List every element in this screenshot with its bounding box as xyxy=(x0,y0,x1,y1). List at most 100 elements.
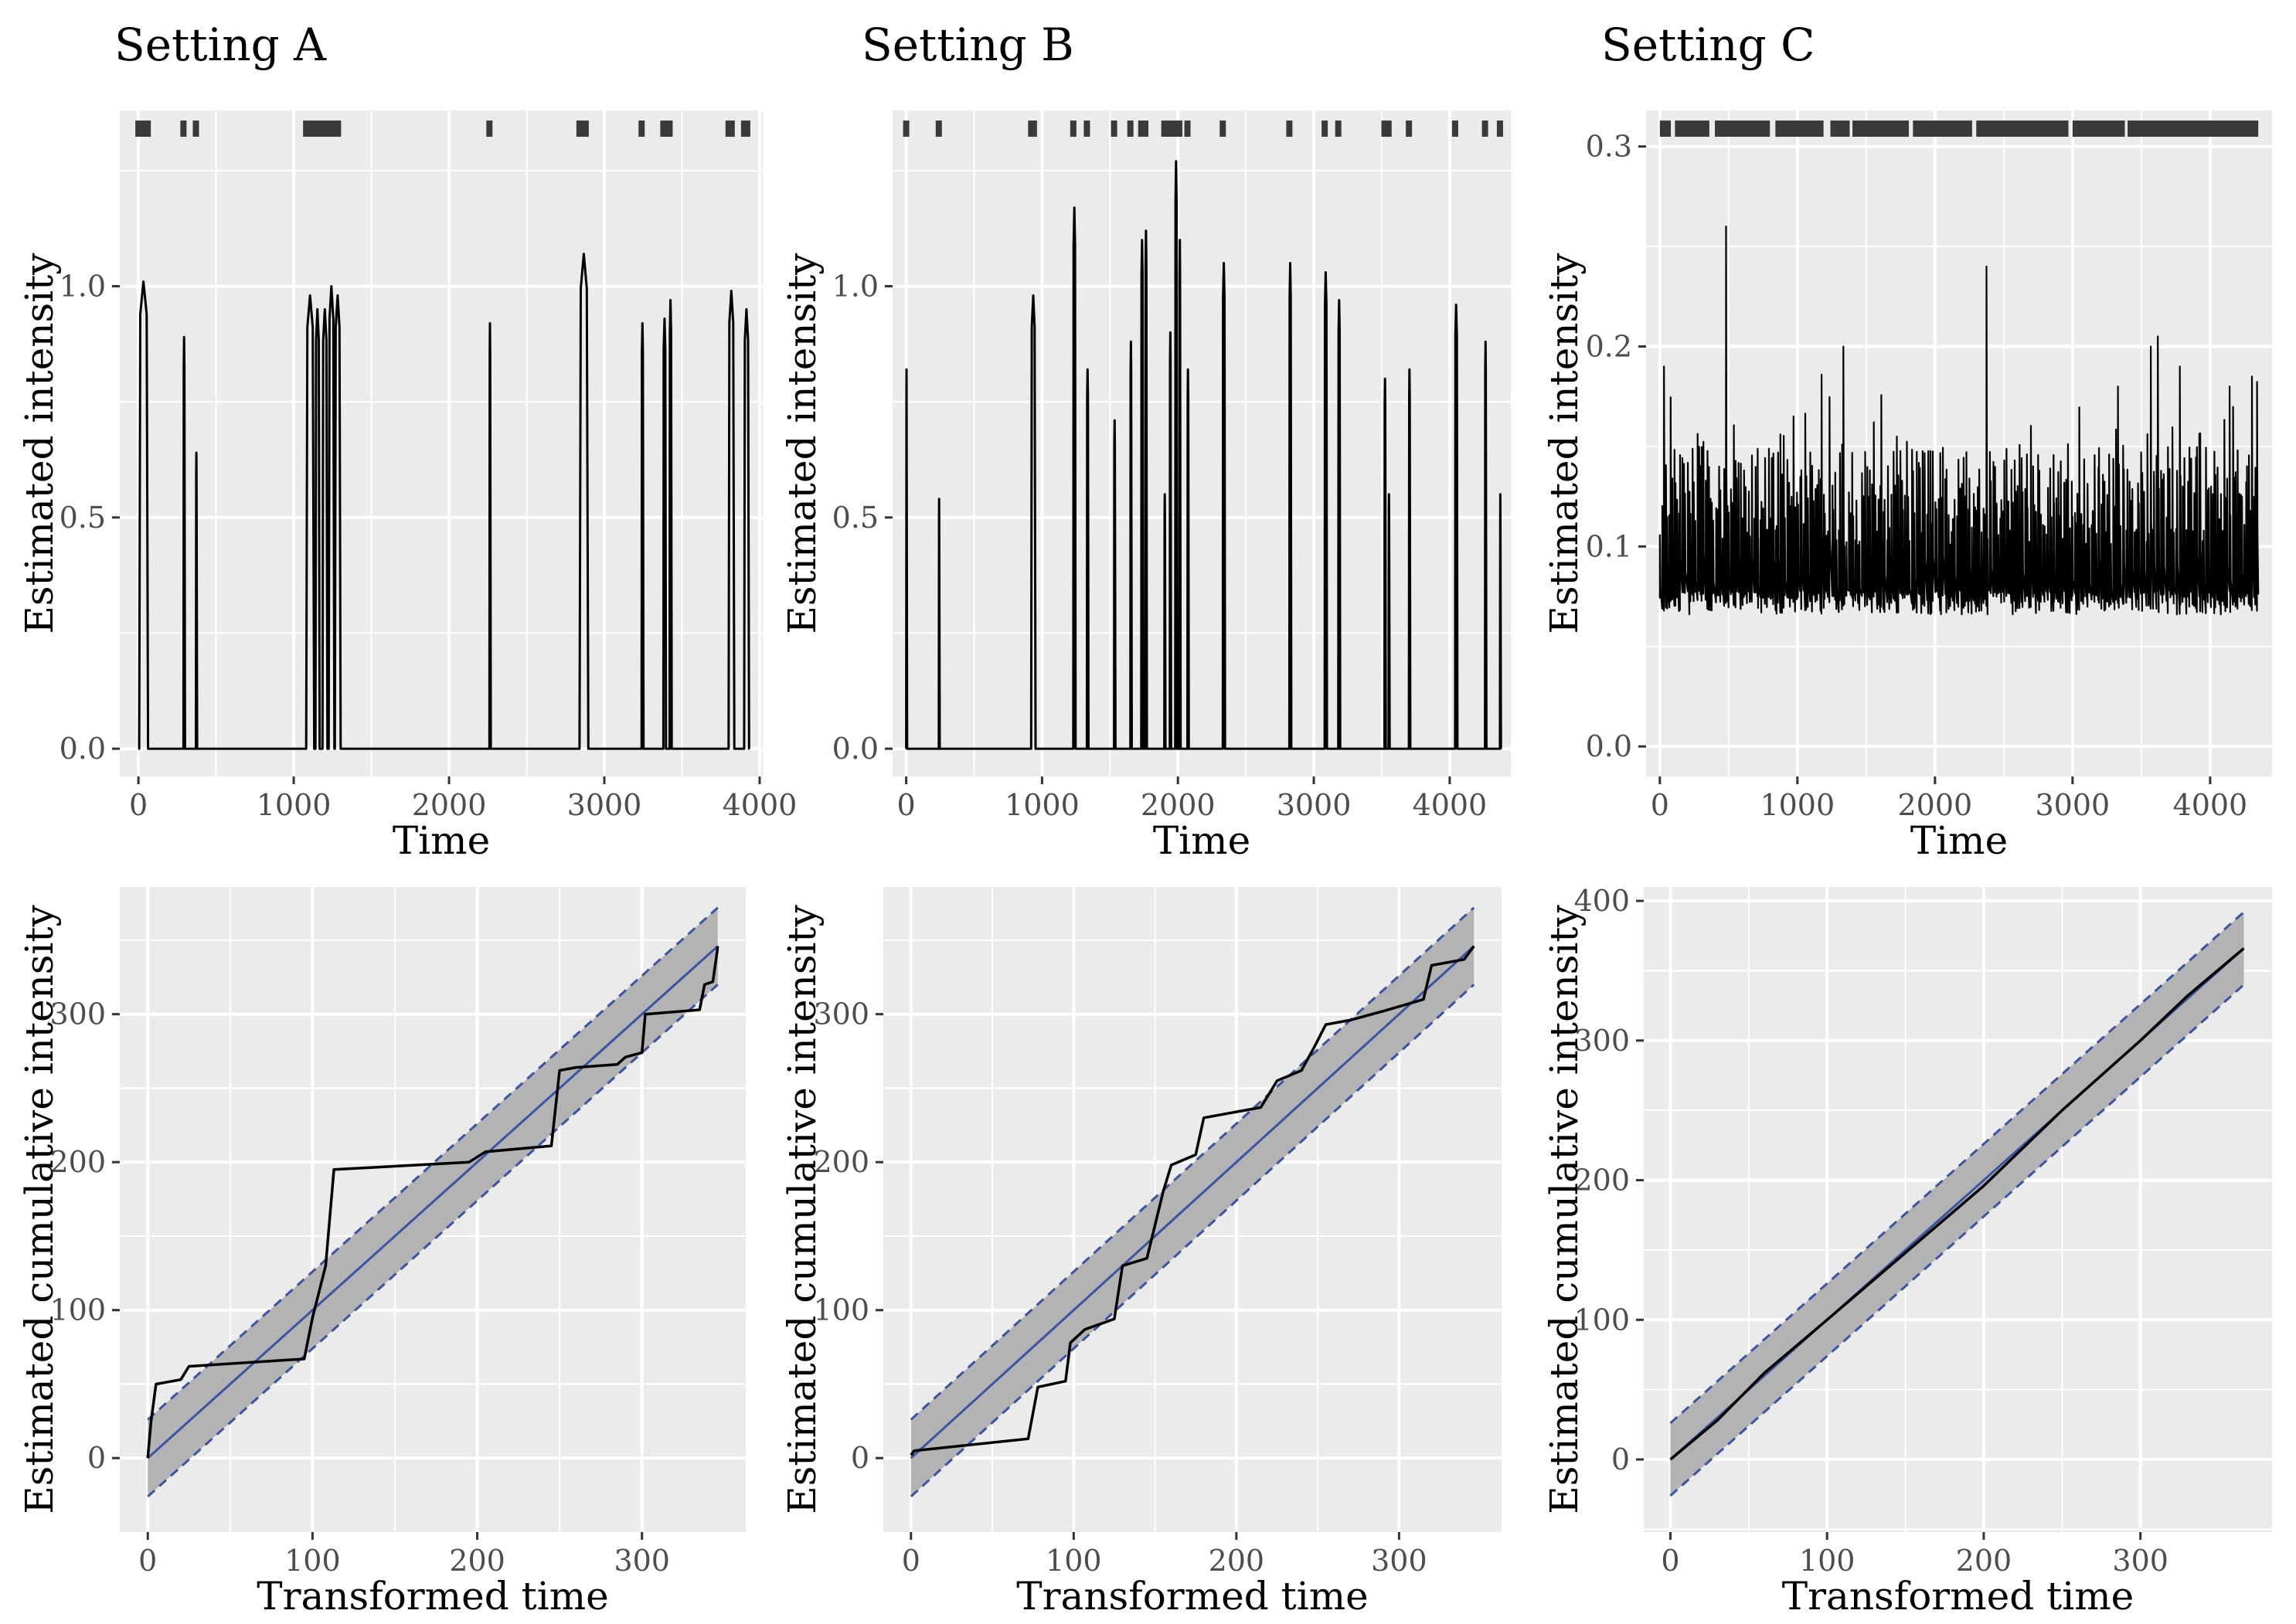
y-tick-label: 100 xyxy=(49,1293,106,1327)
rug-tick xyxy=(728,121,735,137)
rug-tick xyxy=(322,121,329,137)
x-tick-label: 1000 xyxy=(1005,788,1080,822)
y-tick-label: 0.0 xyxy=(832,732,879,766)
y-tick-label: 0.2 xyxy=(1586,329,1632,363)
band-upper-bound xyxy=(910,906,1475,1421)
panel-C-intensity: 0 1000 2000 3000 4000 0.0 0.1 0.2 0.3 Time Estimat… xyxy=(1542,19,2272,863)
x-tick-label: 4000 xyxy=(723,788,798,822)
panel-background xyxy=(893,110,1511,776)
rug-tick xyxy=(1142,121,1149,137)
axes: 0 100 200 300 0 100 200 300 xyxy=(813,997,1427,1578)
x-tick-label: 300 xyxy=(2112,1544,2168,1578)
rug-tick xyxy=(1184,121,1191,137)
y-tick-label: 0.5 xyxy=(60,501,106,535)
y-axis-title: Estimated intensity xyxy=(780,253,825,634)
y-axis-title: Estimated cumulative intensity xyxy=(1542,904,1587,1514)
panel-title: Setting A xyxy=(114,19,327,71)
rug-tick xyxy=(1335,121,1342,137)
rug-tick xyxy=(1913,121,1972,137)
rug-tick xyxy=(666,121,673,137)
x-tick-label: 0 xyxy=(1651,788,1669,822)
x-tick-label: 200 xyxy=(449,1544,505,1578)
band-upper-bound xyxy=(147,906,719,1421)
rug-tick xyxy=(303,121,310,137)
rug-tick xyxy=(1219,121,1226,137)
axes: 0 100 200 300 0 100 200 300 400 xyxy=(1573,884,2168,1578)
y-tick-label: 0.0 xyxy=(1586,729,1632,763)
y-tick-label: 400 xyxy=(1573,884,1630,918)
rug-tick xyxy=(1111,121,1117,137)
x-tick-label: 300 xyxy=(1371,1544,1427,1578)
rug-tick xyxy=(743,121,750,137)
rug-tick xyxy=(1852,121,1910,137)
rug-tick xyxy=(332,121,338,137)
x-axis-title: Time xyxy=(1153,818,1250,863)
y-tick-label: 0.1 xyxy=(1586,529,1632,563)
rug-tick xyxy=(1175,121,1182,137)
identity-line xyxy=(910,945,1475,1459)
x-tick-label: 200 xyxy=(1209,1544,1265,1578)
rug-tick xyxy=(180,121,187,137)
rug-tick xyxy=(325,121,332,137)
x-axis-title: Time xyxy=(1910,818,2008,863)
rug-tick xyxy=(309,121,316,137)
rug-tick xyxy=(1385,121,1392,137)
rug-tick xyxy=(1381,121,1388,137)
rug-tick xyxy=(576,121,583,137)
event-rug xyxy=(903,121,1503,137)
intensity-line xyxy=(1658,226,2260,616)
y-tick-label: 100 xyxy=(1573,1303,1630,1337)
x-tick-label: 4000 xyxy=(1413,788,1488,822)
y-axis-title: Estimated intensity xyxy=(1542,253,1587,634)
x-axis-title: Transformed time xyxy=(1016,1574,1368,1619)
y-tick-label: 0.0 xyxy=(60,732,106,766)
rug-tick xyxy=(1406,121,1413,137)
panel-A-intensity: 0 1000 2000 3000 4000 0.0 0.5 1.0 Time Estimated … xyxy=(17,19,797,863)
x-axis-title: Transformed time xyxy=(257,1574,608,1619)
rug-tick xyxy=(903,121,910,137)
x-tick-label: 100 xyxy=(1046,1544,1102,1578)
axes: 0 1000 2000 3000 4000 0.0 0.5 1.0 xyxy=(832,269,1488,822)
rug-tick xyxy=(1675,121,1709,137)
rug-tick xyxy=(725,121,732,137)
rug-tick xyxy=(1172,121,1179,137)
y-tick-label: 0 xyxy=(851,1441,869,1475)
rug-tick xyxy=(145,121,151,137)
y-tick-label: 200 xyxy=(1573,1164,1630,1198)
identity-line xyxy=(147,945,719,1459)
rug-tick xyxy=(1976,121,2069,137)
rug-tick xyxy=(638,121,645,137)
y-axis-title: Estimated cumulative intensity xyxy=(780,904,825,1514)
rug-tick xyxy=(2072,121,2125,137)
y-tick-label: 300 xyxy=(49,997,106,1031)
x-tick-label: 2000 xyxy=(1897,788,1972,822)
cumulative-intensity-line xyxy=(910,945,1475,1456)
rug-tick xyxy=(1083,121,1090,137)
rug-tick xyxy=(935,121,942,137)
plot-area xyxy=(910,906,1475,1498)
rug-tick xyxy=(1161,121,1168,137)
minor-gridlines xyxy=(1644,887,2272,1532)
y-tick-label: 300 xyxy=(1573,1024,1630,1058)
major-gridlines xyxy=(120,110,763,776)
plot-area xyxy=(146,906,719,1498)
rug-tick xyxy=(1321,121,1328,137)
y-tick-label: 200 xyxy=(813,1145,869,1179)
cumulative-intensity-line xyxy=(146,946,719,1459)
event-rug xyxy=(1659,121,2259,137)
x-tick-label: 0 xyxy=(902,1544,920,1578)
panel-background xyxy=(120,110,763,776)
rug-tick xyxy=(335,121,342,137)
rug-tick xyxy=(135,121,142,137)
rug-tick xyxy=(1659,121,1672,137)
rug-tick xyxy=(2128,121,2259,137)
y-tick-label: 1.0 xyxy=(60,269,106,303)
x-tick-label: 200 xyxy=(1956,1544,2012,1578)
rug-tick xyxy=(1451,121,1458,137)
panel-B-intensity: 0 1000 2000 3000 4000 0.0 0.5 1.0 Time Estimated … xyxy=(780,19,1511,863)
y-tick-label: 0 xyxy=(1611,1442,1630,1476)
rug-tick xyxy=(1286,121,1293,137)
